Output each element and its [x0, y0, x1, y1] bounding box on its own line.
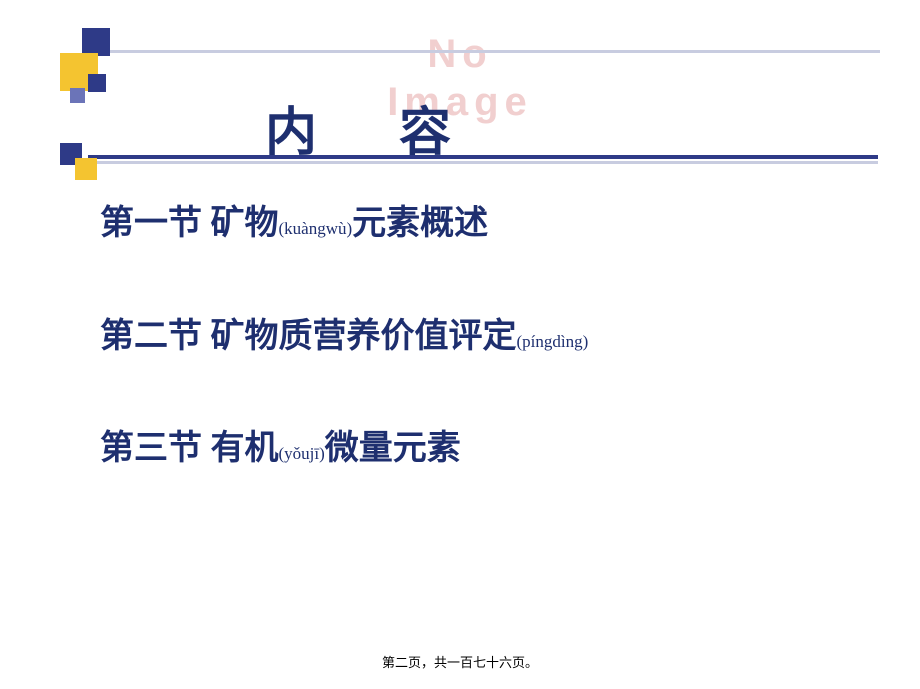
- title-char-1: 内: [265, 105, 319, 162]
- section-1-suffix: 元素概述: [352, 205, 488, 242]
- slide-title: 内容: [265, 90, 453, 165]
- page-number-footer: 第二页，共一百七十六页。: [382, 652, 538, 671]
- section-3-pinyin: (yǒujī): [279, 444, 325, 463]
- header-line-top: [90, 50, 880, 53]
- section-3: 第三节 有机(yǒujī)微量元素: [100, 425, 588, 473]
- section-3-prefix: 第三节 有机: [100, 430, 279, 467]
- section-1-prefix: 第一节 矿物: [100, 205, 279, 242]
- section-2-pinyin: (píngdìng): [517, 332, 589, 351]
- underline-square-yellow: [75, 158, 97, 180]
- section-1: 第一节 矿物(kuàngwù)元素概述: [100, 200, 588, 248]
- title-char-2: 容: [399, 105, 453, 162]
- content-area: 第一节 矿物(kuàngwù)元素概述 第二节 矿物质营养价值评定(píngdì…: [100, 200, 588, 538]
- section-2: 第二节 矿物质营养价值评定(píngdìng): [100, 313, 588, 361]
- header-square-dark-1: [82, 28, 110, 56]
- header-square-mid: [70, 88, 85, 103]
- watermark-line1: No: [387, 30, 533, 78]
- section-2-prefix: 第二节 矿物质营养价值评定: [100, 318, 517, 355]
- header-square-dark-2: [88, 74, 106, 92]
- title-underline-dark: [88, 155, 878, 159]
- title-underline-light: [88, 161, 878, 164]
- section-1-pinyin: (kuàngwù): [279, 219, 353, 238]
- section-3-suffix: 微量元素: [325, 430, 461, 467]
